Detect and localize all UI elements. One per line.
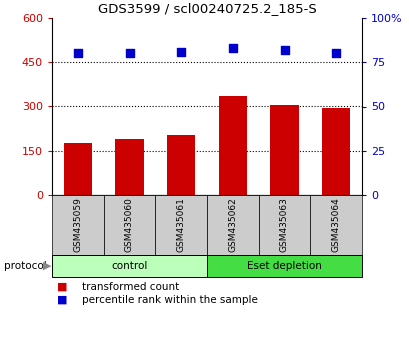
Text: GSM435063: GSM435063 (279, 198, 288, 252)
Point (332, 51, 339, 56)
Text: ■: ■ (57, 295, 68, 305)
Text: GSM435064: GSM435064 (331, 198, 340, 252)
Text: percentile rank within the sample: percentile rank within the sample (82, 295, 257, 305)
Point (229, 45, 236, 51)
Text: control: control (111, 261, 147, 271)
Point (178, 49, 184, 55)
Bar (270, 105, 298, 195)
Text: ▶: ▶ (43, 261, 52, 271)
Text: GSM435061: GSM435061 (176, 198, 185, 252)
Bar (63, 143, 92, 195)
Bar (218, 96, 247, 195)
Point (281, 47, 287, 53)
Bar (115, 139, 144, 195)
Text: GSM435059: GSM435059 (73, 198, 82, 252)
Text: GSM435060: GSM435060 (125, 198, 134, 252)
Point (126, 51, 133, 56)
Text: GSM435062: GSM435062 (228, 198, 237, 252)
Text: ■: ■ (57, 282, 68, 292)
Point (74, 51, 81, 56)
Bar (321, 108, 350, 195)
Title: GDS3599 / scl00240725.2_185-S: GDS3599 / scl00240725.2_185-S (97, 2, 316, 16)
Text: Eset depletion: Eset depletion (247, 261, 321, 271)
Text: protocol: protocol (4, 261, 47, 271)
Bar (166, 135, 195, 195)
Text: transformed count: transformed count (82, 282, 179, 292)
